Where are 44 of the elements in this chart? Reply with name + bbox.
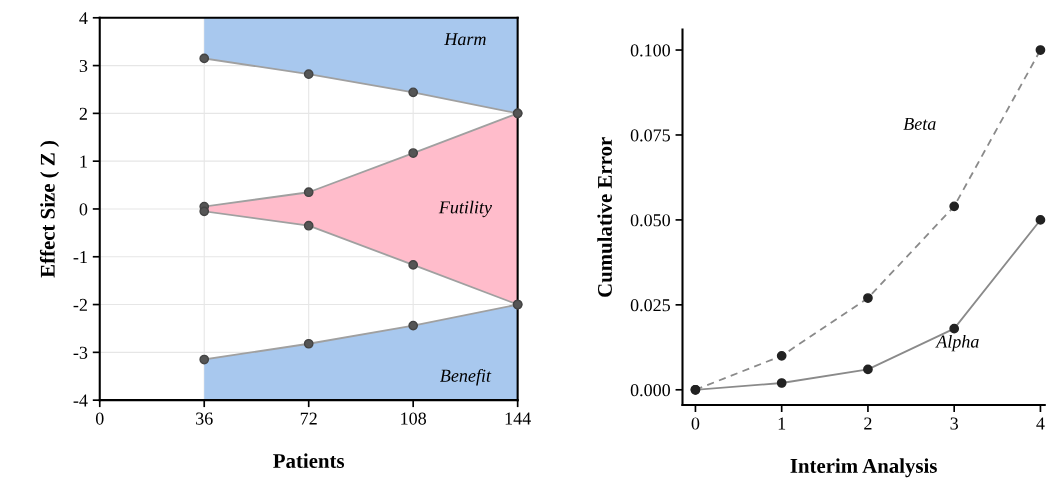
y-tick-label: 1	[80, 155, 87, 168]
y-tick-label: 4	[79, 12, 88, 25]
y-tick-label: 0.025	[630, 299, 670, 312]
y-tick-label: 0.075	[630, 129, 670, 142]
y-tick-label: 0.100	[630, 44, 671, 57]
x-tick-label: 0	[95, 412, 104, 425]
x-tick-label: 3	[950, 417, 958, 430]
x-tick-label: 108	[401, 412, 427, 425]
x-tick-label: 2	[864, 417, 872, 430]
y-tick-label: -3	[73, 346, 88, 359]
point	[303, 220, 314, 231]
y-tick-label: -4	[73, 394, 88, 407]
point	[199, 354, 210, 365]
y-tick-label: 0.000	[630, 384, 671, 397]
x-tick-label: 0	[691, 417, 700, 430]
point	[408, 320, 419, 331]
y-tick-label: 0.050	[630, 214, 671, 227]
x-tick-label: 36	[196, 412, 213, 425]
point	[408, 260, 419, 270]
x-tick-label: 144	[505, 412, 531, 425]
point	[303, 187, 314, 198]
point	[408, 87, 419, 98]
annotation: Futility	[438, 200, 492, 218]
annotation: Benefit	[440, 368, 492, 386]
y-axis-title: Effect Size ( Z )	[39, 141, 60, 278]
point	[199, 53, 210, 64]
y-tick-label: 3	[79, 59, 88, 73]
x-tick-label: 72	[300, 412, 317, 425]
point	[199, 206, 210, 217]
x-axis-title: Patients	[273, 453, 345, 468]
y-tick-label: -2	[73, 298, 87, 311]
annotation: Harm	[444, 33, 486, 46]
y-tick-label: 2	[79, 107, 87, 120]
x-tick-label: 1	[778, 417, 786, 430]
point	[408, 148, 419, 158]
x-tick-label: 4	[1036, 417, 1045, 430]
annotation: Beta	[903, 117, 936, 130]
y-tick-label: -1	[73, 251, 87, 264]
annotation: Alpha	[935, 334, 979, 352]
point	[303, 69, 314, 80]
point	[303, 338, 314, 349]
y-axis-title: Cumulative Error	[597, 137, 612, 297]
x-axis-title: Interim Analysis	[790, 458, 937, 478]
y-tick-label: 0	[79, 203, 88, 216]
